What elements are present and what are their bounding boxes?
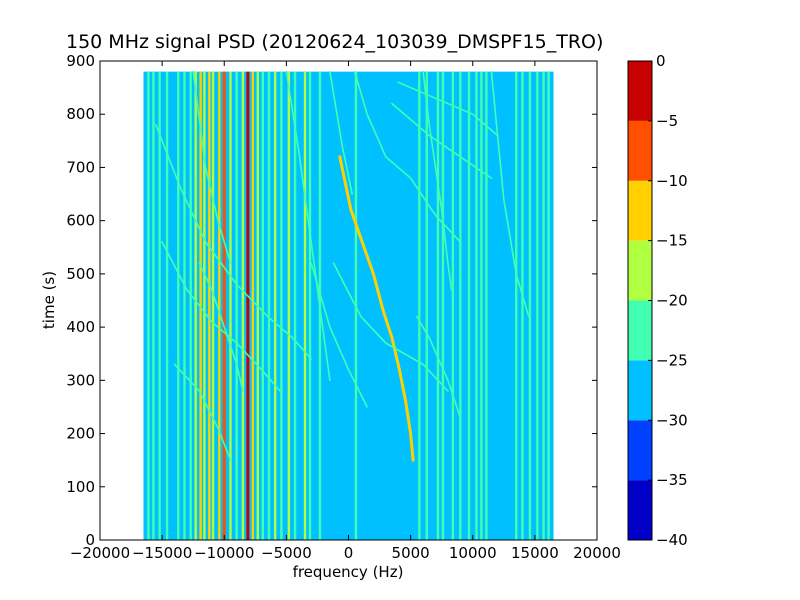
x-tick-label: 5000 (392, 544, 430, 562)
colorbar-tick-label: 0 (656, 52, 666, 70)
y-tick-label: 300 (66, 371, 95, 389)
y-tick-label: 400 (66, 318, 95, 336)
x-tick-label: −20000 (70, 544, 130, 562)
colorbar-tick-label: −15 (656, 232, 688, 250)
colorbar-segment (628, 480, 652, 540)
x-axis-label: frequency (Hz) (293, 563, 404, 581)
colorbar-tick-label: −10 (656, 172, 688, 190)
colorbar-tick-label: −20 (656, 292, 688, 310)
colorbar-segment (628, 420, 652, 481)
y-tick-label: 500 (66, 265, 95, 283)
doppler-track (173, 363, 232, 462)
doppler-track (155, 124, 313, 360)
x-axis: −20000 −15000 −10000 −5000 0 5000 10000 15000 20… (70, 61, 621, 562)
x-tick-label: −10000 (194, 544, 254, 562)
x-tick-label: −15000 (132, 544, 192, 562)
colorbar-segment (628, 180, 652, 241)
doppler-track (397, 81, 499, 137)
doppler-track (161, 241, 282, 392)
colorbar-segment (628, 240, 652, 301)
y-tick-label: 900 (66, 52, 95, 70)
colorbar-tick-label: −30 (656, 411, 688, 429)
doppler-track (391, 102, 493, 179)
colorbar-segment (628, 61, 652, 121)
doppler-track (192, 70, 232, 265)
y-axis-label: time (s) (40, 271, 58, 329)
vertical-lines-layer (147, 71, 550, 540)
y-tick-label: 600 (66, 212, 95, 230)
x-tick-label: 20000 (573, 544, 621, 562)
x-tick-label: 15000 (511, 544, 559, 562)
colorbar-tick-label: −40 (656, 531, 688, 549)
colorbar-tick-label: −25 (656, 351, 688, 369)
doppler-track (198, 262, 244, 392)
doppler-track (285, 70, 331, 382)
plot-area (100, 61, 597, 540)
y-tick-label: 700 (66, 158, 95, 176)
x-tick-label: 10000 (449, 544, 497, 562)
colorbar-tick-label: −35 (656, 471, 688, 489)
doppler-track (332, 262, 449, 392)
x-tick-label: 0 (344, 544, 354, 562)
doppler-track (490, 70, 530, 318)
colorbar: −40 −35 −30 −25 −20 −15 −10 −5 0 (627, 52, 688, 549)
doppler-track (310, 262, 368, 408)
psd-background-band (143, 71, 554, 540)
colorbar-segment (628, 300, 652, 361)
colorbar-segment (628, 120, 652, 181)
y-tick-label: 100 (66, 478, 95, 496)
y-tick-label: 200 (66, 425, 95, 443)
y-tick-label: 0 (85, 531, 95, 549)
doppler-track (353, 70, 462, 243)
colorbar-segment (628, 360, 652, 421)
y-axis: 0 100 200 300 400 500 600 700 800 900 (66, 52, 597, 549)
tracks-layer (155, 70, 530, 462)
doppler-track (338, 155, 415, 462)
doppler-track (329, 70, 354, 195)
chart-title: 150 MHz signal PSD (20120624_103039_DMSP… (66, 31, 603, 53)
colorbar-tick-label: −5 (656, 112, 678, 130)
x-tick-label: −5000 (261, 544, 312, 562)
doppler-track (422, 70, 453, 291)
y-tick-label: 800 (66, 105, 95, 123)
doppler-track (415, 315, 462, 419)
